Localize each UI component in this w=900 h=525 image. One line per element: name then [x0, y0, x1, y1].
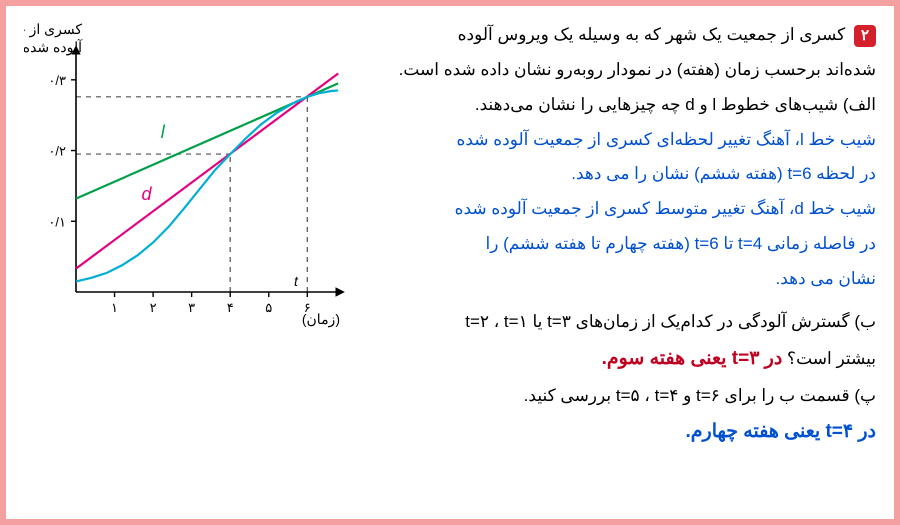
ans-l2: در لحظه t=6 (هفته ششم) نشان را می دهد. — [378, 157, 876, 192]
part-p-line1: پ) قسمت ب را برای t=۶ و t=۵ ، t=۴ بررسی … — [378, 379, 876, 414]
x-tick-label: ۳ — [188, 300, 195, 315]
part-b2-prefix: بیشتر است؟ — [782, 349, 876, 368]
label-d: d — [142, 184, 153, 204]
x-axis-label: (زمان) — [302, 311, 340, 328]
part-b-times: t=۳ یا t=۲ ، t=۱ — [465, 312, 571, 331]
x-tick-label: ۱ — [111, 300, 118, 315]
part-p-answer: در t=۴ یعنی هفته چهارم. — [378, 413, 876, 452]
y-tick-label: ۰/۱ — [48, 214, 66, 229]
label-l: l — [161, 122, 166, 142]
part-p-times: t=۶ و t=۵ ، t=۴ — [616, 386, 720, 405]
problem-badge: ۲ — [854, 25, 876, 47]
part-b-answer: در t=۳ یعنی هفته سوم. — [602, 348, 783, 369]
x-tick-label: ۲ — [150, 300, 157, 315]
ans-d2: در فاصله زمانی t=4 تا t=6 (هفته چهارم تا… — [378, 227, 876, 262]
part-p-suffix: بررسی کنید. — [524, 386, 611, 405]
chart-panel: ۱۲۳۴۵۶۰/۱۰/۲۰/۳ld(زمان)tکسری از جمعیت که… — [24, 18, 364, 511]
ans-d1: شیب خط d، آهنگ تغییر متوسط کسری از جمعیت… — [378, 192, 876, 227]
x-tick-label: ۵ — [265, 300, 272, 315]
y-tick-label: ۰/۳ — [48, 73, 66, 88]
x-axis-var: t — [294, 273, 299, 289]
part-a: الف) شیب‌های خطوط l و d چه چیزهایی را نش… — [378, 88, 876, 123]
y-tick-label: ۰/۲ — [48, 144, 66, 159]
part-b-line1: ب) گسترش آلودگی در کدام‌یک از زمان‌های t… — [378, 305, 876, 340]
gap — [378, 297, 876, 305]
intro-line-2: شده‌اند برحسب زمان (هفته) در نمودار روبه… — [378, 53, 876, 88]
curve — [76, 90, 338, 281]
ans-d3: نشان می دهد. — [378, 262, 876, 297]
intro1: کسری از جمعیت یک شهر که به وسیله یک ویرو… — [458, 25, 846, 44]
line-d — [76, 73, 338, 268]
page: ۲ کسری از جمعیت یک شهر که به وسیله یک وی… — [6, 6, 894, 519]
ans-l1: شیب خط l، آهنگ تغییر لحظه‌ای کسری از جمع… — [378, 123, 876, 158]
x-tick-label: ۴ — [227, 300, 234, 315]
problem-text: ۲ کسری از جمعیت یک شهر که به وسیله یک وی… — [378, 18, 876, 511]
y-axis-label-1: کسری از جمعیت که — [24, 21, 82, 38]
part-p-prefix: پ) قسمت ب را برای — [720, 386, 876, 405]
y-axis-label-2: آلوده شده‌اند — [24, 38, 83, 56]
chart-svg: ۱۲۳۴۵۶۰/۱۰/۲۰/۳ld(زمان)tکسری از جمعیت که… — [24, 18, 354, 328]
intro-line-1: ۲ کسری از جمعیت یک شهر که به وسیله یک وی… — [378, 18, 876, 53]
part-b-line2: بیشتر است؟ در t=۳ یعنی هفته سوم. — [378, 340, 876, 379]
part-b-prefix: ب) گسترش آلودگی در کدام‌یک از زمان‌های — [571, 312, 876, 331]
